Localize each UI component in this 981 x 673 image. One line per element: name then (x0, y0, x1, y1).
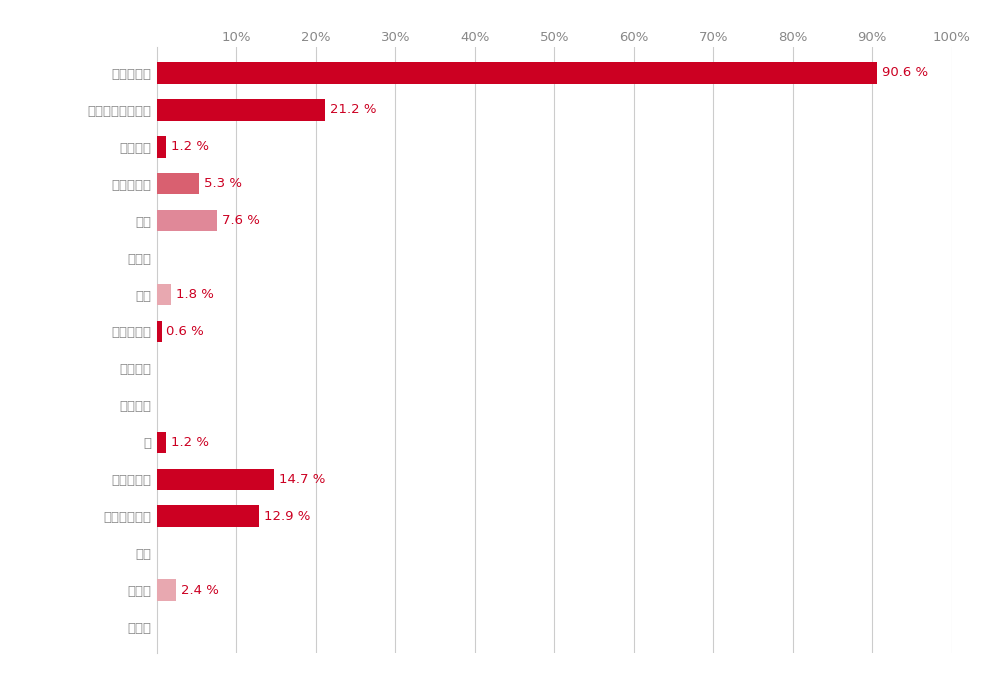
Bar (157, 579, 176, 601)
Text: 14.7 %: 14.7 % (279, 472, 325, 486)
Bar (157, 431, 167, 453)
Text: 90.6 %: 90.6 % (882, 67, 928, 79)
Text: 1.2 %: 1.2 % (172, 436, 209, 449)
Bar (157, 505, 259, 527)
Text: 21.2 %: 21.2 % (331, 104, 377, 116)
Bar (157, 173, 199, 194)
Bar (157, 468, 274, 490)
Text: 0.6 %: 0.6 % (167, 325, 204, 338)
Bar (157, 321, 162, 342)
Text: 5.3 %: 5.3 % (204, 177, 242, 190)
Text: 2.4 %: 2.4 % (181, 583, 219, 596)
Bar (157, 99, 326, 120)
Text: 1.2 %: 1.2 % (172, 141, 209, 153)
Bar (157, 210, 218, 232)
Text: 1.8 %: 1.8 % (176, 288, 214, 301)
Bar (157, 63, 877, 83)
Bar (157, 284, 172, 306)
Bar (157, 136, 167, 157)
Text: 12.9 %: 12.9 % (264, 509, 311, 523)
Text: 7.6 %: 7.6 % (222, 214, 260, 227)
